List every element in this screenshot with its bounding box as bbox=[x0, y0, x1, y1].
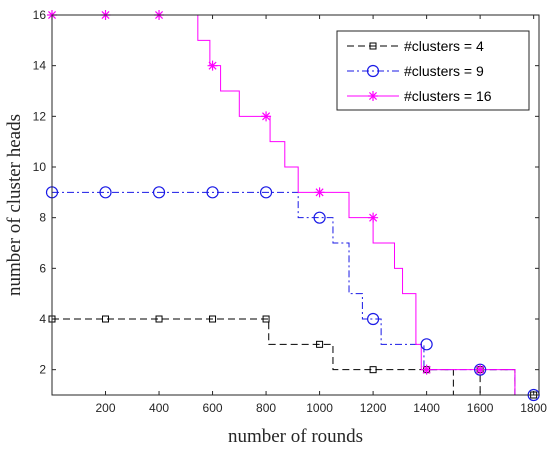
series-1-marker bbox=[369, 366, 377, 374]
series-1-marker bbox=[209, 315, 217, 323]
legend-label: #clusters = 16 bbox=[404, 88, 492, 104]
legend-marker bbox=[368, 91, 378, 101]
series-2-marker bbox=[313, 211, 326, 224]
series-line-2 bbox=[52, 191, 539, 396]
legend-marker bbox=[366, 64, 380, 78]
series-2-marker bbox=[259, 186, 273, 199]
axes-box bbox=[51, 14, 540, 396]
series-3-marker bbox=[475, 364, 486, 375]
series-3-marker bbox=[368, 212, 379, 223]
series-2-marker bbox=[152, 186, 166, 199]
x-tick-label: 800 bbox=[256, 401, 276, 415]
y-tick-label: 2 bbox=[39, 363, 46, 377]
x-tick-label: 200 bbox=[96, 401, 116, 415]
x-axis-label: number of rounds bbox=[228, 426, 363, 447]
x-tick-label: 1400 bbox=[413, 401, 440, 415]
axes-frame bbox=[51, 14, 540, 396]
series-3-marker bbox=[421, 364, 432, 375]
y-axis-label: number of cluster heads bbox=[4, 114, 25, 296]
legend-label: #clusters = 4 bbox=[404, 38, 484, 54]
y-tick-label: 4 bbox=[39, 312, 46, 326]
x-tick-label: 600 bbox=[203, 401, 223, 415]
series-1-marker bbox=[155, 315, 163, 323]
series-2-marker bbox=[206, 186, 219, 199]
legend-label: #clusters = 9 bbox=[404, 63, 484, 79]
x-tick-label: 400 bbox=[149, 401, 169, 415]
y-tick-label: 14 bbox=[33, 59, 47, 73]
legend: #clusters = 4 #clusters = 9 #clusters = 16 bbox=[336, 30, 530, 111]
y-tick-label: 6 bbox=[39, 261, 46, 275]
axis-ticks: 200 400 600 800 1000 1200 1400 1600 1800 2 4 6 8 10 12… bbox=[33, 8, 548, 415]
series-1-marker bbox=[262, 315, 270, 323]
x-tick-label: 1800 bbox=[520, 401, 547, 415]
y-tick-label: 10 bbox=[33, 160, 47, 174]
series-2-marker bbox=[99, 186, 112, 199]
legend-marker bbox=[369, 42, 377, 50]
x-tick-label: 1000 bbox=[306, 401, 333, 415]
series-3-marker bbox=[314, 187, 325, 198]
y-tick-label: 12 bbox=[33, 109, 47, 123]
series-2-marker bbox=[366, 312, 380, 326]
series-3-marker bbox=[261, 111, 272, 122]
series-3-marker bbox=[207, 60, 218, 71]
series-1-marker bbox=[316, 340, 324, 348]
series-1-marker bbox=[102, 315, 110, 323]
series-line-1 bbox=[52, 318, 539, 396]
x-tick-label: 1200 bbox=[360, 401, 387, 415]
series-2-marker bbox=[420, 338, 433, 351]
y-tick-label: 8 bbox=[39, 211, 46, 225]
x-tick-label: 1600 bbox=[467, 401, 494, 415]
series-2-marker bbox=[474, 363, 487, 376]
y-tick-label: 16 bbox=[33, 8, 47, 22]
